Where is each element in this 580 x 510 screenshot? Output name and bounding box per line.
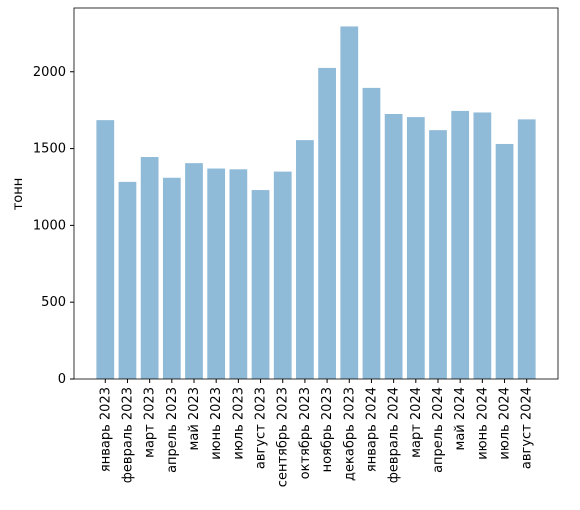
- x-tick-label: апрель 2024: [431, 387, 446, 473]
- x-tick-label: январь 2024: [364, 387, 379, 472]
- x-tick-label: март 2023: [143, 387, 158, 458]
- bar: [229, 169, 248, 379]
- bar: [340, 26, 359, 379]
- x-tick-label: июль 2023: [231, 387, 246, 460]
- bar: [473, 112, 492, 379]
- x-tick-label: апрель 2023: [165, 387, 180, 473]
- bar: [495, 143, 514, 379]
- x-tick-label: январь 2023: [98, 387, 113, 472]
- y-tick-label: 0: [58, 372, 66, 387]
- y-tick-label: 2000: [33, 65, 66, 80]
- x-tick-label: март 2024: [409, 387, 424, 458]
- plot-frame: [73, 7, 559, 380]
- y-tick-label: 1000: [33, 218, 66, 233]
- x-tick-label: октябрь 2023: [298, 387, 313, 479]
- x-tick-label: февраль 2024: [387, 387, 402, 483]
- x-tick-label: июнь 2023: [209, 387, 224, 460]
- bar: [207, 168, 226, 379]
- x-tick-label: ноябрь 2023: [320, 387, 335, 472]
- bar: [162, 177, 181, 379]
- bar: [362, 87, 381, 379]
- x-tick-label: май 2024: [453, 387, 468, 450]
- x-tick-label: август 2024: [520, 387, 535, 469]
- bar: [251, 190, 270, 379]
- bar: [451, 110, 470, 379]
- bar: [273, 171, 292, 379]
- x-tick-label: сентябрь 2023: [276, 387, 291, 487]
- bar: [118, 181, 137, 379]
- x-tick-label: август 2023: [254, 387, 269, 469]
- x-tick-label: февраль 2023: [120, 387, 135, 483]
- bar: [96, 120, 115, 379]
- bar: [517, 119, 536, 380]
- x-tick-label: июль 2024: [498, 387, 513, 460]
- bar: [406, 117, 425, 380]
- x-tick-label: декабрь 2023: [342, 387, 357, 481]
- y-tick-label: 500: [41, 295, 66, 310]
- x-tick-label: июнь 2024: [475, 387, 490, 460]
- bar: [140, 157, 159, 379]
- bar: [384, 114, 403, 379]
- bar: [185, 163, 203, 379]
- bar: [318, 67, 336, 380]
- x-tick-label: май 2023: [187, 387, 202, 450]
- bar: [296, 140, 314, 379]
- y-axis-label: тонн: [11, 178, 26, 211]
- bar: [429, 130, 447, 379]
- y-tick-label: 1500: [33, 142, 66, 157]
